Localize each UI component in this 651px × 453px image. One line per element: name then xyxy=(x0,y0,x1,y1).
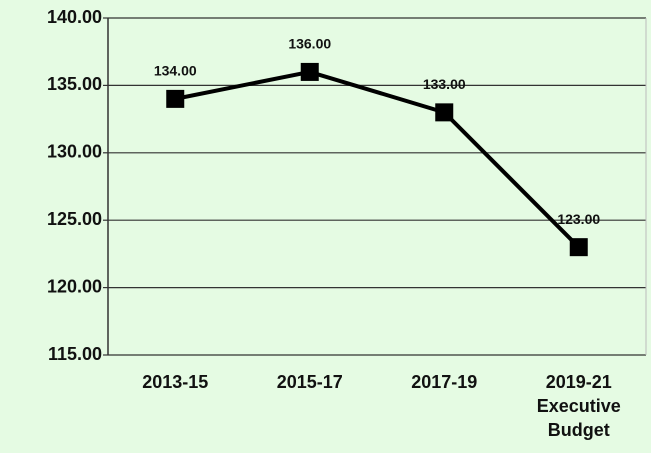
y-tick-label: 125.00 xyxy=(47,209,102,229)
x-tick-label: 2013-15 xyxy=(142,372,208,392)
marker xyxy=(166,89,185,108)
y-tick-label: 135.00 xyxy=(47,74,102,94)
marker xyxy=(435,103,454,122)
marker xyxy=(300,62,319,81)
value-label: 136.00 xyxy=(288,36,331,52)
value-label: 123.00 xyxy=(557,211,600,227)
y-tick-label: 140.00 xyxy=(47,7,102,27)
x-tick-label: 2015-17 xyxy=(277,372,343,392)
marker xyxy=(569,238,588,257)
x-tick-label-line: Budget xyxy=(548,420,610,440)
x-tick-label-line: 2019-21 xyxy=(546,372,612,392)
y-tick-label: 120.00 xyxy=(47,276,102,296)
x-tick-label-line: 2013-15 xyxy=(142,372,208,392)
x-tick-label: 2017-19 xyxy=(411,372,477,392)
x-tick-label-line: 2015-17 xyxy=(277,372,343,392)
y-tick-label: 130.00 xyxy=(47,142,102,162)
value-label: 134.00 xyxy=(154,63,197,79)
x-tick-label: 2019-21 Executive Budget xyxy=(537,372,621,440)
value-label: 133.00 xyxy=(423,76,466,92)
line xyxy=(174,69,581,249)
y-tick-label: 115.00 xyxy=(48,344,102,364)
x-tick-label-line: Executive xyxy=(537,396,621,416)
x-tick-label-line: 2017-19 xyxy=(411,372,477,392)
